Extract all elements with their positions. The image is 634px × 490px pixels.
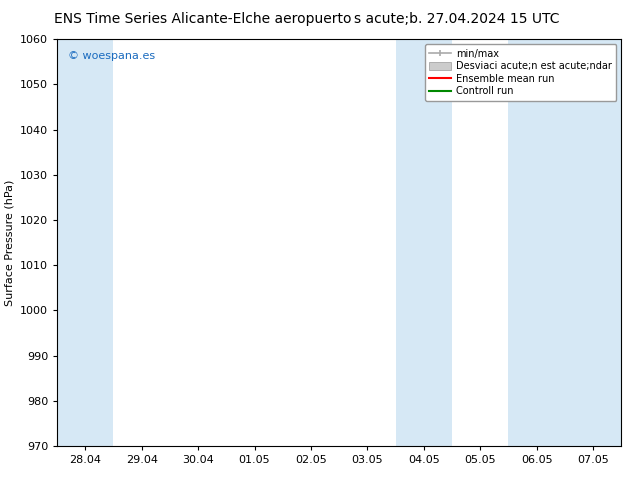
- Bar: [508, 39, 565, 446]
- Text: ENS Time Series Alicante-Elche aeropuerto: ENS Time Series Alicante-Elche aeropuert…: [54, 12, 352, 26]
- Bar: [565, 39, 621, 446]
- Legend: min/max, Desviaci acute;n est acute;ndar, Ensemble mean run, Controll run: min/max, Desviaci acute;n est acute;ndar…: [425, 44, 616, 101]
- Bar: [57, 39, 113, 446]
- Y-axis label: Surface Pressure (hPa): Surface Pressure (hPa): [4, 179, 15, 306]
- Bar: [396, 39, 452, 446]
- Text: © woespana.es: © woespana.es: [68, 51, 155, 61]
- Text: s acute;b. 27.04.2024 15 UTC: s acute;b. 27.04.2024 15 UTC: [354, 12, 559, 26]
